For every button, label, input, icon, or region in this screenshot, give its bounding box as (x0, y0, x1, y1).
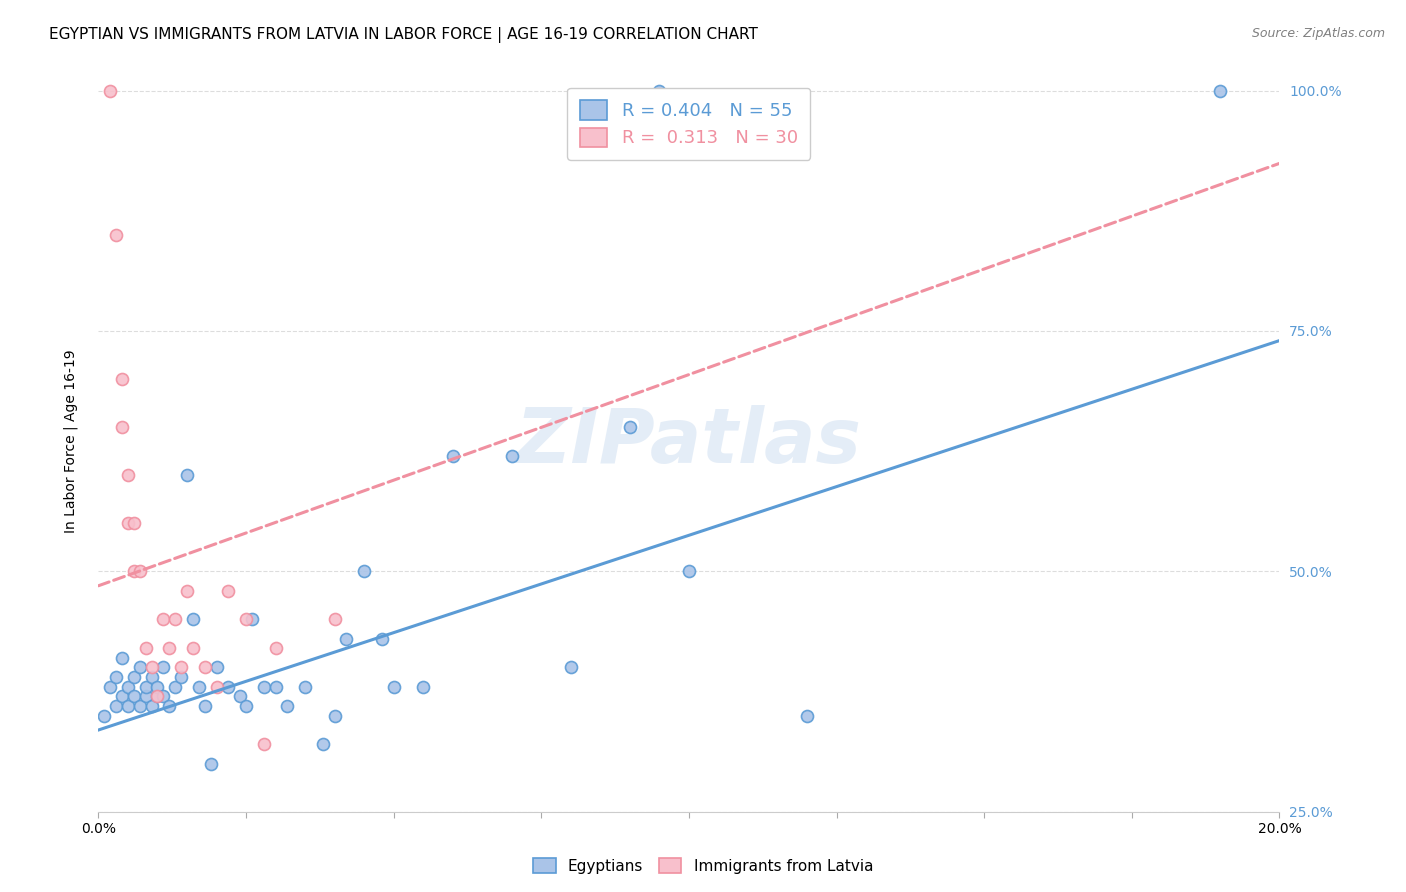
Point (111, 651, 134, 665)
Point (128, 660, 150, 674)
Point (128, 565, 150, 579)
Point (117, 468, 139, 483)
Point (796, 708, 818, 723)
Point (170, 670, 193, 684)
Point (122, 565, 145, 579)
Point (240, 612, 263, 626)
Point (181, 641, 204, 656)
Point (122, 670, 145, 684)
Point (122, 516, 145, 531)
Point (181, 612, 204, 626)
Point (412, 680, 434, 694)
Point (501, 449, 523, 463)
Legend: Egyptians, Immigrants from Latvia: Egyptians, Immigrants from Latvia (527, 852, 879, 880)
Point (264, 680, 287, 694)
Point (205, 660, 228, 674)
Point (264, 641, 287, 656)
Point (441, 449, 464, 463)
Point (323, 612, 346, 626)
Point (157, 698, 180, 713)
Point (111, 372, 134, 386)
Point (117, 698, 139, 713)
Legend: R = 0.404   N = 55, R =  0.313   N = 30: R = 0.404 N = 55, R = 0.313 N = 30 (568, 87, 810, 160)
Point (98, 680, 121, 694)
Point (146, 680, 169, 694)
Text: Source: ZipAtlas.com: Source: ZipAtlas.com (1251, 27, 1385, 40)
Point (105, 670, 128, 684)
Point (229, 690, 252, 704)
Text: ZIPatlas: ZIPatlas (516, 405, 862, 478)
Point (187, 680, 209, 694)
Point (141, 698, 163, 713)
Point (235, 612, 257, 626)
Text: EGYPTIAN VS IMMIGRANTS FROM LATVIA IN LABOR FORCE | AGE 16-19 CORRELATION CHART: EGYPTIAN VS IMMIGRANTS FROM LATVIA IN LA… (49, 27, 758, 43)
Point (176, 583, 198, 598)
Point (200, 756, 222, 771)
Point (117, 516, 139, 531)
Point (128, 698, 150, 713)
Point (157, 641, 180, 656)
Point (371, 632, 394, 646)
Point (105, 227, 128, 242)
Point (217, 680, 239, 694)
Point (205, 680, 228, 694)
Point (117, 680, 139, 694)
Point (335, 632, 357, 646)
Point (135, 641, 157, 656)
Point (135, 680, 157, 694)
Point (276, 853, 298, 867)
Point (98, 84, 121, 98)
Point (294, 833, 316, 847)
Point (253, 680, 276, 694)
Point (146, 690, 169, 704)
Point (382, 680, 405, 694)
Point (678, 565, 700, 579)
Point (235, 698, 257, 713)
Point (619, 420, 641, 434)
Point (323, 708, 346, 723)
Point (312, 738, 335, 752)
Point (217, 583, 239, 598)
Point (152, 612, 174, 626)
Point (152, 660, 174, 674)
Point (353, 565, 375, 579)
Point (165, 612, 187, 626)
Point (194, 698, 217, 713)
Point (294, 680, 316, 694)
Point (276, 698, 298, 713)
Point (648, 84, 671, 98)
Point (146, 690, 169, 704)
Point (165, 680, 187, 694)
Point (111, 690, 134, 704)
Point (93, 708, 115, 723)
Point (135, 690, 157, 704)
Point (1209, 84, 1232, 98)
Point (170, 660, 193, 674)
Point (141, 660, 163, 674)
Point (152, 690, 174, 704)
Point (141, 670, 163, 684)
Y-axis label: In Labor Force | Age 16-19: In Labor Force | Age 16-19 (63, 350, 77, 533)
Point (111, 420, 134, 434)
Point (176, 468, 198, 483)
Point (253, 738, 276, 752)
Point (105, 698, 128, 713)
Point (194, 660, 217, 674)
Point (122, 690, 145, 704)
Point (560, 660, 582, 674)
